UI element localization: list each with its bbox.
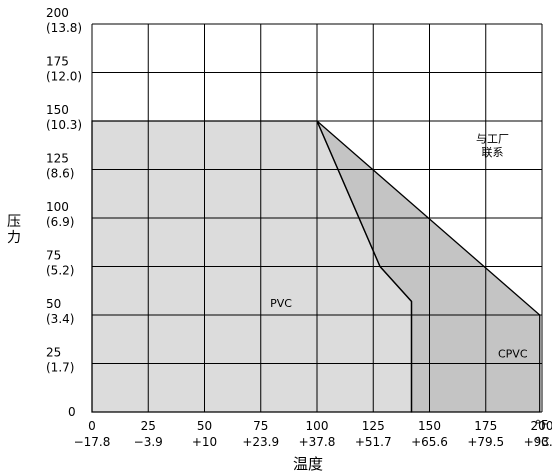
y-tick-label-75: 75 <box>46 249 61 263</box>
x-tick-sublabel-0: −17.8 <box>74 435 111 449</box>
x-tick-sublabel-200: +93.3 <box>524 435 552 449</box>
x-tick-label-125: 125 <box>362 419 385 433</box>
x-tick-sublabel-50: +10 <box>192 435 217 449</box>
x-axis-title: 温度 <box>293 455 323 472</box>
x-tick-sublabel-100: +37.8 <box>299 435 336 449</box>
y-tick-label-150: 150 <box>46 103 69 117</box>
x-tick-label-200: 200 <box>531 419 552 433</box>
y-tick-sublabel-150: (10.3) <box>46 118 82 132</box>
y-tick-sublabel-50: (3.4) <box>46 312 74 326</box>
y-tick-label-175: 175 <box>46 55 69 69</box>
y-axis-title: 压力 <box>7 214 21 246</box>
y-tick-label-0: 0 <box>68 405 76 419</box>
y-tick-label-200: 200 <box>46 6 69 20</box>
x-tick-label-50: 50 <box>197 419 212 433</box>
series-outlines <box>91 120 541 413</box>
y-tick-label-25: 25 <box>46 346 61 360</box>
y-tick-sublabel-200: (13.8) <box>46 21 82 35</box>
x-tick-label-100: 100 <box>306 419 329 433</box>
x-tick-sublabel-25: −3.9 <box>134 435 163 449</box>
y-tick-sublabel-75: (5.2) <box>46 264 74 278</box>
x-unit-primary-label: °F <box>535 418 548 432</box>
y-tick-labels: 0 25(1.7) 50(3.4) 75(5.2) 100(6.9) 125(8.6) 15… <box>46 6 82 419</box>
x-tick-label-0: 0 <box>88 419 96 433</box>
annotation-2: 与工厂 <box>476 132 509 145</box>
x-tick-label-25: 25 <box>141 419 156 433</box>
annotation-3: 联系 <box>482 146 504 159</box>
annotation-1: CPVC <box>498 348 528 361</box>
y-tick-label-50: 50 <box>46 297 61 311</box>
x-tick-sublabel-175: +79.5 <box>467 435 504 449</box>
y-tick-label-100: 100 <box>46 200 69 214</box>
x-tick-label-150: 150 <box>418 419 441 433</box>
x-tick-labels: 0 −17.8 25 −3.9 50 +10 75 +23.9 100 +37.8 125 +51.7… <box>74 419 552 449</box>
x-tick-sublabel-75: +23.9 <box>242 435 279 449</box>
series-outline-cpvc <box>316 120 541 413</box>
x-unit-secondary-label: °C <box>535 435 549 449</box>
x-tick-sublabel-150: +65.6 <box>411 435 448 449</box>
x-tick-label-175: 175 <box>474 419 497 433</box>
y-tick-sublabel-175: (12.0) <box>46 70 82 84</box>
x-tick-label-75: 75 <box>253 419 268 433</box>
y-tick-sublabel-125: (8.6) <box>46 167 74 181</box>
annotation-0: PVC <box>270 297 292 310</box>
x-tick-sublabel-125: +51.7 <box>355 435 392 449</box>
y-tick-sublabel-25: (1.7) <box>46 361 74 375</box>
y-tick-sublabel-100: (6.9) <box>46 215 74 229</box>
y-tick-label-125: 125 <box>46 152 69 166</box>
